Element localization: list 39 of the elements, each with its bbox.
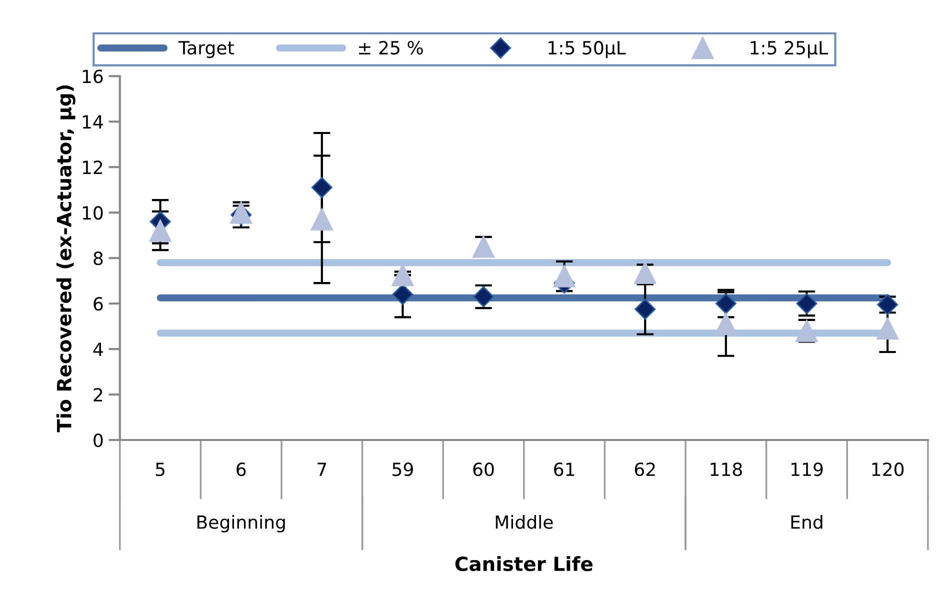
legend-label: Target <box>178 41 234 58</box>
point <box>392 264 414 286</box>
text: Beginning <box>197 514 285 532</box>
y-tick-label: 2 <box>94 388 102 402</box>
x-tick-label: 119 <box>791 462 823 476</box>
point <box>634 298 656 320</box>
point <box>876 317 899 340</box>
text: Middle <box>496 514 553 529</box>
point <box>472 236 495 258</box>
x-tick-label: 60 <box>473 462 494 476</box>
point <box>553 265 576 288</box>
x-tick-label: 5 <box>156 462 164 476</box>
y-tick-label: 6 <box>94 297 103 311</box>
legend-label: 1:5 25µL <box>750 40 828 58</box>
point <box>310 208 334 231</box>
text: End <box>791 514 822 529</box>
y-tick-label: 8 <box>94 252 103 266</box>
x-tick-label: 59 <box>392 462 413 476</box>
x-tick-label: 61 <box>554 462 574 476</box>
y-tick-label: 10 <box>82 206 103 220</box>
y-tick-label: 12 <box>82 160 102 174</box>
point <box>149 220 172 242</box>
point <box>796 293 818 314</box>
point <box>311 177 332 198</box>
legend-label: 1:5 50µL <box>548 40 626 58</box>
x-tick-label: 120 <box>872 462 904 476</box>
y-tick-label: 14 <box>82 115 103 128</box>
x-axis-title: Canister Life <box>455 556 592 572</box>
y-tick-label: 16 <box>82 70 103 84</box>
x-tick-label: 7 <box>318 462 326 476</box>
x-tick-label: 62 <box>634 462 655 476</box>
point <box>714 312 738 336</box>
y-axis-title: Tio Recovered (ex-Actuator, µg) <box>56 85 76 432</box>
x-tick-label: 6 <box>236 462 246 476</box>
y-tick-label: 4 <box>93 342 103 356</box>
x-tick-label: 118 <box>710 462 742 476</box>
point <box>634 262 656 284</box>
legend-label: ± 25 % <box>359 40 423 55</box>
y-tick-label: 0 <box>94 433 103 448</box>
